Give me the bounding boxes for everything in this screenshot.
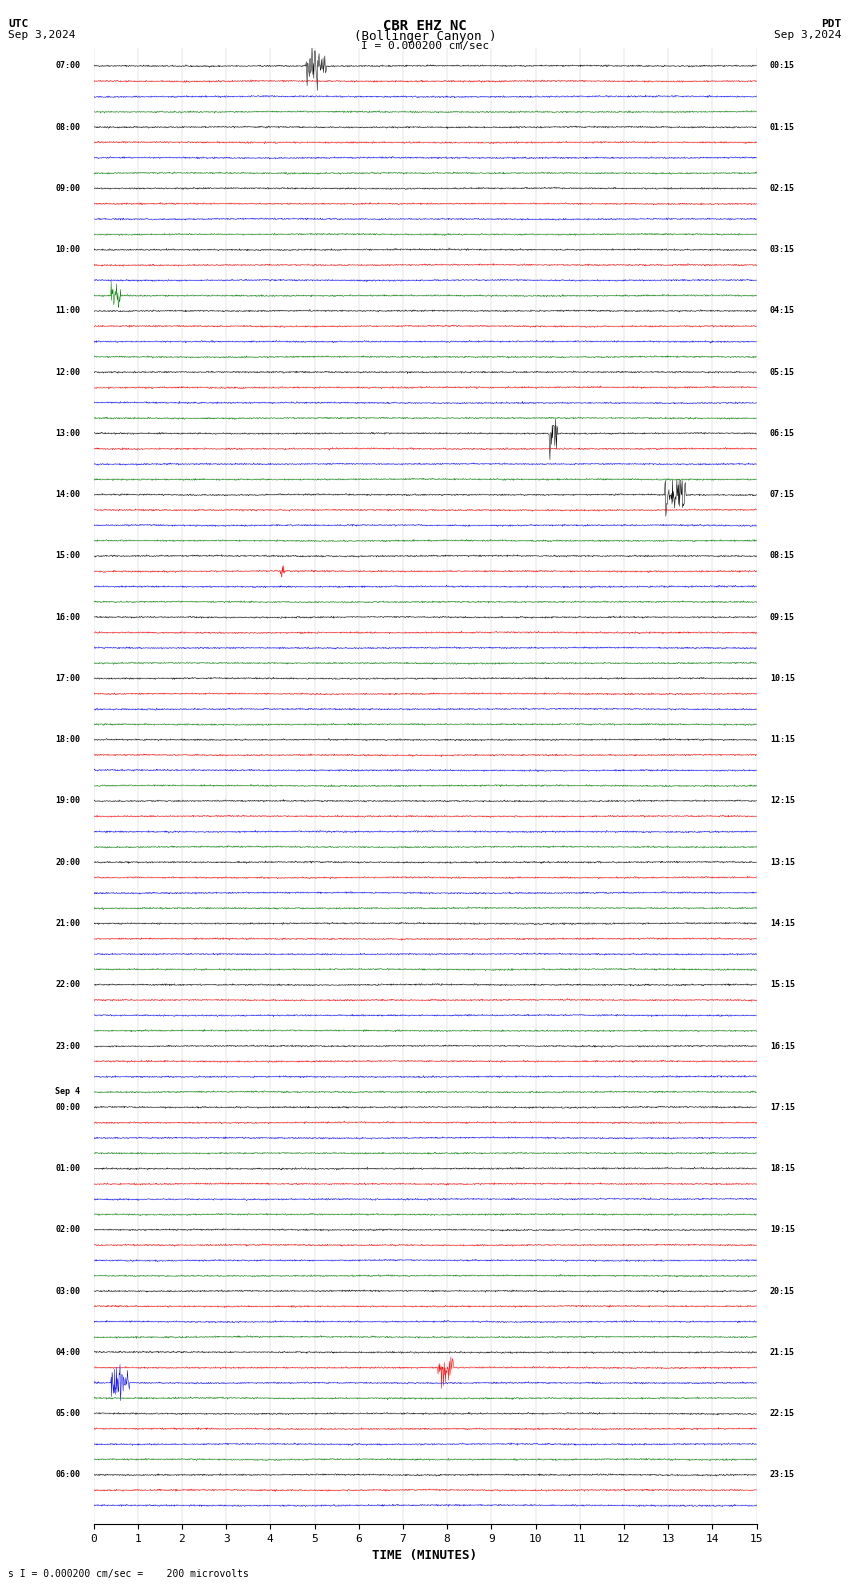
Text: 19:00: 19:00 (55, 797, 80, 806)
Text: 06:15: 06:15 (770, 429, 795, 437)
Text: 00:00: 00:00 (55, 1102, 80, 1112)
Text: 13:00: 13:00 (55, 429, 80, 437)
Text: 14:15: 14:15 (770, 919, 795, 928)
Text: 05:00: 05:00 (55, 1410, 80, 1418)
Text: 07:00: 07:00 (55, 62, 80, 70)
Text: 09:00: 09:00 (55, 184, 80, 193)
Text: 10:00: 10:00 (55, 246, 80, 253)
Text: s I = 0.000200 cm/sec =    200 microvolts: s I = 0.000200 cm/sec = 200 microvolts (8, 1570, 249, 1579)
Text: 10:15: 10:15 (770, 673, 795, 683)
Text: UTC: UTC (8, 19, 29, 29)
Text: 12:15: 12:15 (770, 797, 795, 806)
Text: 02:00: 02:00 (55, 1226, 80, 1234)
Text: 16:00: 16:00 (55, 613, 80, 621)
Text: 21:00: 21:00 (55, 919, 80, 928)
Text: 22:15: 22:15 (770, 1410, 795, 1418)
Text: 02:15: 02:15 (770, 184, 795, 193)
Text: 00:15: 00:15 (770, 62, 795, 70)
Text: 12:00: 12:00 (55, 367, 80, 377)
X-axis label: TIME (MINUTES): TIME (MINUTES) (372, 1549, 478, 1562)
Text: Sep 3,2024: Sep 3,2024 (774, 30, 842, 40)
Text: CBR EHZ NC: CBR EHZ NC (383, 19, 467, 33)
Text: 04:15: 04:15 (770, 306, 795, 315)
Text: Sep 4: Sep 4 (55, 1088, 80, 1096)
Text: 15:00: 15:00 (55, 551, 80, 561)
Text: 07:15: 07:15 (770, 489, 795, 499)
Text: 08:00: 08:00 (55, 122, 80, 131)
Text: 15:15: 15:15 (770, 980, 795, 990)
Text: 23:00: 23:00 (55, 1042, 80, 1050)
Text: 04:00: 04:00 (55, 1348, 80, 1357)
Text: 08:15: 08:15 (770, 551, 795, 561)
Text: PDT: PDT (821, 19, 842, 29)
Text: 05:15: 05:15 (770, 367, 795, 377)
Text: 20:00: 20:00 (55, 857, 80, 866)
Text: 18:15: 18:15 (770, 1164, 795, 1174)
Text: 13:15: 13:15 (770, 857, 795, 866)
Text: 01:15: 01:15 (770, 122, 795, 131)
Text: 09:15: 09:15 (770, 613, 795, 621)
Text: 18:00: 18:00 (55, 735, 80, 744)
Text: 17:15: 17:15 (770, 1102, 795, 1112)
Text: I = 0.000200 cm/sec: I = 0.000200 cm/sec (361, 41, 489, 51)
Text: 21:15: 21:15 (770, 1348, 795, 1357)
Text: Sep 3,2024: Sep 3,2024 (8, 30, 76, 40)
Text: 20:15: 20:15 (770, 1286, 795, 1296)
Text: 03:15: 03:15 (770, 246, 795, 253)
Text: 11:15: 11:15 (770, 735, 795, 744)
Text: 06:00: 06:00 (55, 1470, 80, 1479)
Text: 23:15: 23:15 (770, 1470, 795, 1479)
Text: 19:15: 19:15 (770, 1226, 795, 1234)
Text: 01:00: 01:00 (55, 1164, 80, 1174)
Text: 14:00: 14:00 (55, 489, 80, 499)
Text: 11:00: 11:00 (55, 306, 80, 315)
Text: 16:15: 16:15 (770, 1042, 795, 1050)
Text: 22:00: 22:00 (55, 980, 80, 990)
Text: 03:00: 03:00 (55, 1286, 80, 1296)
Text: (Bollinger Canyon ): (Bollinger Canyon ) (354, 30, 496, 43)
Text: 17:00: 17:00 (55, 673, 80, 683)
